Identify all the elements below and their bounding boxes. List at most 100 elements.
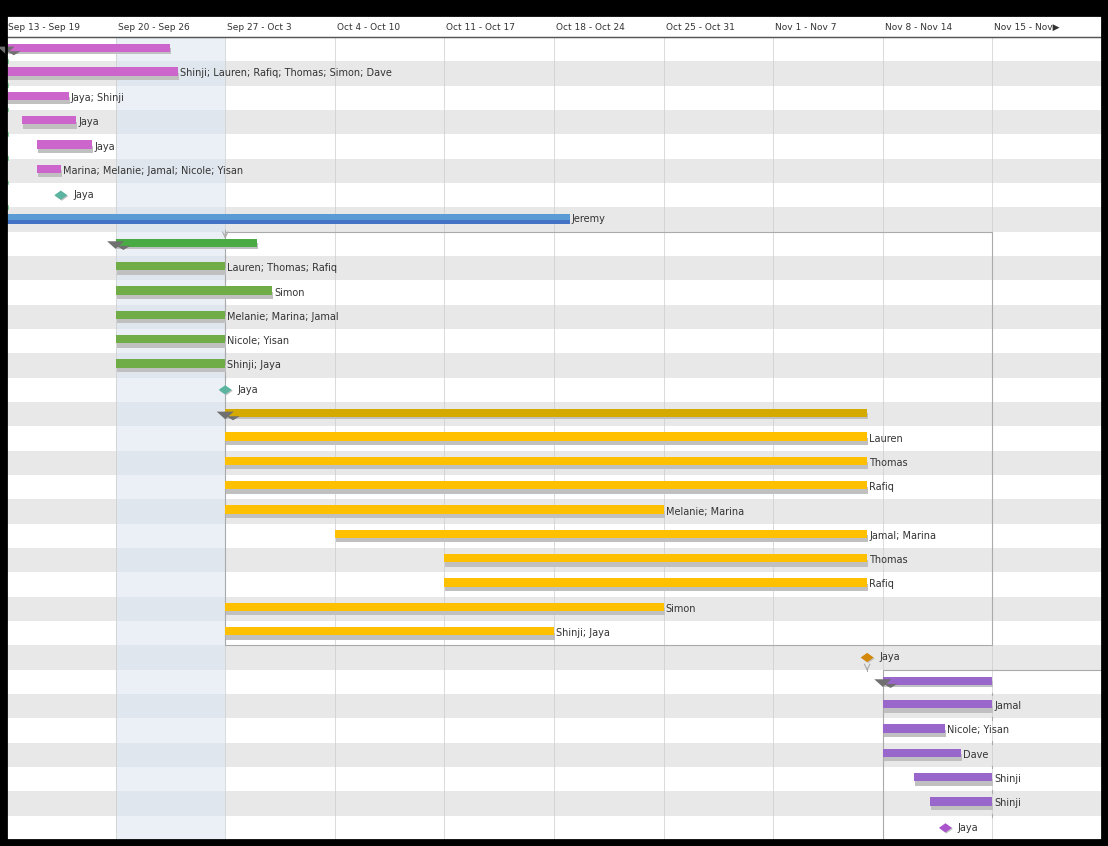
Bar [445, 584, 869, 591]
Bar [336, 536, 869, 542]
Text: Shinji: Shinji [994, 799, 1022, 809]
Bar [6, 183, 1102, 207]
Bar [6, 354, 1102, 377]
Bar [6, 37, 1102, 61]
Bar [6, 791, 1102, 816]
Bar [883, 749, 961, 757]
Bar [116, 292, 274, 299]
Text: Jaya: Jaya [73, 190, 94, 201]
Polygon shape [219, 387, 233, 395]
Bar [930, 797, 993, 805]
Bar [884, 755, 962, 761]
Bar [914, 773, 993, 782]
Bar [883, 700, 993, 708]
Bar [38, 165, 61, 173]
Bar [6, 402, 1102, 426]
Polygon shape [0, 47, 14, 54]
Bar [225, 457, 868, 465]
Polygon shape [884, 684, 897, 688]
Bar [225, 602, 664, 611]
Polygon shape [938, 823, 952, 832]
Text: Jaya: Jaya [880, 652, 901, 662]
Bar [931, 803, 994, 810]
Bar [6, 207, 1102, 232]
Bar [226, 438, 869, 445]
Bar [6, 426, 1102, 451]
Bar [115, 335, 225, 343]
Text: Rafiq: Rafiq [869, 580, 894, 590]
Bar [116, 267, 226, 274]
Bar [7, 48, 172, 54]
Bar [115, 262, 225, 271]
Text: Lauren: Lauren [869, 433, 903, 443]
Text: Thomas: Thomas [869, 458, 907, 468]
Bar [116, 365, 226, 372]
Bar [6, 44, 171, 52]
Bar [6, 15, 1102, 37]
Polygon shape [940, 824, 953, 833]
Text: Nov 15 - Nov▶: Nov 15 - Nov▶ [994, 23, 1060, 31]
Bar [116, 243, 257, 249]
Bar [6, 214, 570, 220]
Bar [884, 681, 994, 687]
Bar [115, 310, 225, 319]
Bar [6, 573, 1102, 596]
Text: Shinji; Jaya: Shinji; Jaya [227, 360, 281, 371]
Bar [22, 122, 78, 129]
Text: Nov 1 - Nov 7: Nov 1 - Nov 7 [776, 23, 837, 31]
Text: Oct 11 - Oct 17: Oct 11 - Oct 17 [447, 23, 515, 31]
Bar [883, 724, 945, 733]
Bar [115, 239, 257, 246]
Polygon shape [217, 412, 234, 420]
Bar [6, 256, 1102, 280]
Bar [226, 608, 665, 615]
Bar [116, 341, 226, 348]
Bar [6, 232, 1102, 256]
Bar [226, 463, 869, 470]
Text: Rafiq: Rafiq [869, 482, 894, 492]
Bar [6, 159, 1102, 183]
Text: Sep 13 - Sep 19: Sep 13 - Sep 19 [8, 23, 80, 31]
Bar [6, 110, 1102, 135]
Text: Shinji; Lauren; Rafiq; Thomas; Simon; Dave: Shinji; Lauren; Rafiq; Thomas; Simon; Da… [181, 69, 392, 79]
Text: Jamal; Marina: Jamal; Marina [869, 530, 936, 541]
Text: Jaya: Jaya [958, 823, 978, 832]
Bar [225, 432, 868, 441]
Bar [7, 73, 179, 80]
Polygon shape [54, 190, 68, 200]
Bar [6, 377, 1102, 402]
Polygon shape [226, 416, 239, 420]
Polygon shape [7, 52, 21, 55]
Bar [225, 409, 868, 417]
Text: Simon: Simon [666, 604, 696, 614]
Bar [225, 505, 664, 514]
Polygon shape [107, 241, 124, 249]
Bar [6, 85, 1102, 110]
Bar [6, 91, 69, 100]
Bar [6, 280, 1102, 305]
Bar [6, 596, 1102, 621]
Text: Jeremy: Jeremy [572, 215, 606, 224]
Text: Thomas: Thomas [869, 555, 907, 565]
Text: Melanie; Marina; Jamal: Melanie; Marina; Jamal [227, 312, 339, 321]
Polygon shape [55, 191, 69, 201]
Bar [6, 694, 1102, 718]
Bar [884, 706, 994, 712]
Text: Shinji: Shinji [994, 774, 1022, 784]
Bar [6, 305, 1102, 329]
Text: Jaya: Jaya [79, 117, 99, 127]
Bar [225, 627, 554, 635]
Text: Lauren; Thomas; Rafiq: Lauren; Thomas; Rafiq [227, 263, 337, 273]
Bar [6, 475, 1102, 499]
Bar [6, 743, 1102, 767]
Bar [6, 135, 1102, 159]
Text: Oct 25 - Oct 31: Oct 25 - Oct 31 [666, 23, 735, 31]
Bar [6, 524, 1102, 548]
Bar [915, 778, 994, 786]
Polygon shape [116, 246, 131, 250]
Bar [445, 560, 869, 567]
Bar [226, 633, 555, 640]
Text: Nov 8 - Nov 14: Nov 8 - Nov 14 [885, 23, 952, 31]
Polygon shape [874, 679, 891, 687]
Bar [116, 316, 226, 323]
